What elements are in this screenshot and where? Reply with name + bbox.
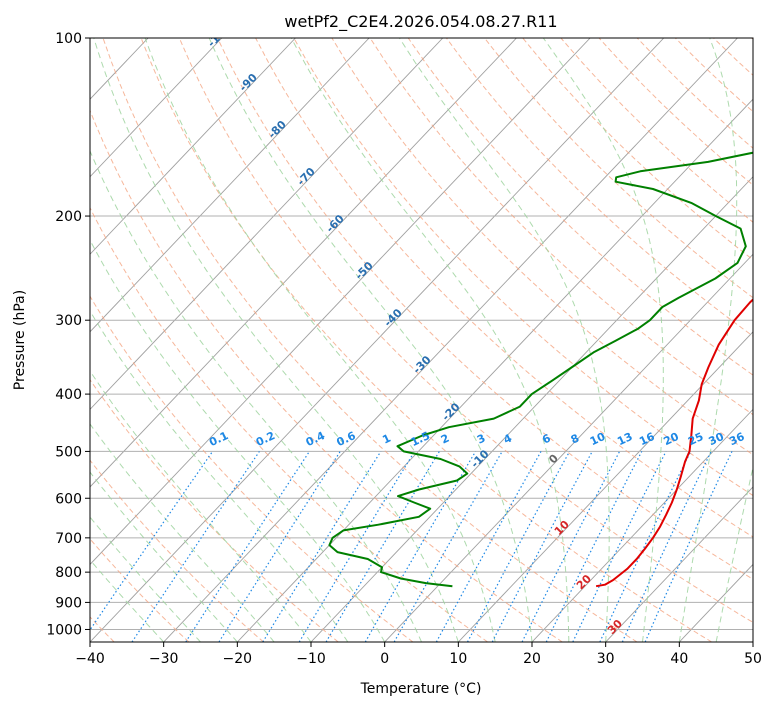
isotherm-line	[163, 38, 738, 642]
y-tick-label: 1000	[46, 622, 82, 638]
mixing-ratio-label: 25	[686, 430, 705, 448]
y-tick-label: 300	[55, 313, 82, 329]
isotherm-line	[90, 38, 444, 411]
isotherm-line	[90, 38, 517, 488]
isotherm-line	[90, 38, 370, 333]
dry-adiabat	[102, 38, 638, 642]
mixing-ratio-label: 10	[588, 430, 608, 448]
moist-adiabat	[208, 38, 533, 642]
mixing-ratio-line	[298, 451, 416, 642]
x-tick-label: −10	[296, 651, 326, 667]
x-axis: −40 −30 −20 −10 0 10 20 30 40 50	[75, 642, 762, 667]
isotherm-line	[605, 486, 753, 642]
y-tick-label: 600	[55, 491, 82, 507]
isotherm-line	[310, 176, 753, 642]
isotherm-line	[237, 98, 753, 642]
plot-area-background	[90, 38, 753, 642]
moist-adiabat	[90, 149, 422, 642]
dry-adiabat	[90, 538, 190, 642]
moist-adiabat	[144, 38, 496, 642]
mixing-ratio-line	[90, 451, 214, 632]
dry-adiabat	[90, 206, 488, 642]
moist-adiabat	[542, 38, 664, 642]
dry-adiabat	[140, 38, 712, 642]
dry-adiabat	[369, 38, 753, 416]
dewpoint-line	[328, 151, 753, 588]
x-tick-label: 50	[744, 651, 762, 667]
isotherm-line	[90, 38, 296, 255]
sounding-series	[328, 151, 753, 588]
mixing-ratio-line	[185, 451, 310, 642]
plot-frame	[89, 37, 754, 643]
y-tick-label: 500	[55, 444, 82, 460]
mixing-ratio-line	[644, 451, 733, 642]
moist-adiabat	[90, 310, 349, 642]
mixing-ratio-lines	[90, 451, 733, 642]
moist-adiabat	[93, 38, 459, 642]
isotherm-line	[90, 38, 223, 178]
isotherm-line	[90, 38, 591, 566]
isotherm-line	[531, 408, 753, 642]
mixing-ratio-label: 20	[661, 430, 681, 448]
x-tick-label: 0	[380, 651, 389, 667]
x-tick-label: 40	[670, 651, 688, 667]
mixing-ratio-line	[218, 451, 341, 642]
y-tick-label: 800	[55, 565, 82, 581]
moist-adiabat	[715, 465, 753, 642]
moist-adiabat	[678, 38, 738, 642]
chart-title: wetPf2_C2E4.2026.054.08.27.R11	[284, 12, 557, 32]
mixing-ratio-line	[262, 451, 382, 642]
y-axis-title: Pressure (hPa)	[12, 290, 28, 390]
isotherm-label: -100	[205, 21, 234, 50]
moist-adiabats	[90, 38, 753, 642]
dry-adiabat	[90, 295, 414, 642]
x-tick-label: 30	[597, 651, 615, 667]
mixing-ratio-line	[131, 451, 260, 642]
mixing-ratio-label: 13	[615, 430, 634, 448]
moist-adiabat	[90, 239, 386, 642]
dry-adiabat	[178, 38, 753, 623]
mixing-ratio-line	[466, 451, 571, 642]
y-tick-label: 700	[55, 531, 82, 547]
x-tick-label: 10	[449, 651, 467, 667]
mixing-ratio-line	[393, 451, 503, 642]
x-axis-title: Temperature (°C)	[360, 681, 482, 697]
dry-adiabat	[217, 38, 753, 580]
x-tick-label: −20	[223, 651, 253, 667]
y-tick-label: 400	[55, 387, 82, 403]
isotherm-line	[458, 331, 753, 642]
x-tick-label: 20	[523, 651, 541, 667]
mixing-ratio-label: 30	[707, 430, 727, 448]
x-tick-label: −30	[149, 651, 179, 667]
mixing-ratio-line	[435, 451, 542, 642]
dry-adiabat	[293, 38, 753, 497]
temperature-line	[595, 298, 753, 588]
mixing-ratio-label: 36	[727, 430, 747, 448]
moist-adiabat	[90, 471, 238, 642]
skewed-isotherm-grid	[90, 38, 753, 642]
x-tick-label: −40	[75, 651, 105, 667]
y-tick-label: 200	[55, 209, 82, 225]
moist-adiabat	[398, 38, 610, 642]
y-tick-label: 100	[55, 31, 82, 47]
y-tick-label: 900	[55, 595, 82, 611]
moist-adiabat	[90, 370, 312, 642]
mixing-ratio-label: 16	[637, 430, 657, 448]
dry-adiabat	[90, 459, 264, 642]
moist-adiabat	[90, 423, 275, 642]
y-axis: 1000 900 800 700 600 500 400 300 200 100	[46, 31, 90, 638]
mixing-ratio-line	[545, 451, 643, 642]
moist-adiabat	[290, 38, 570, 642]
pressure-grid	[90, 38, 753, 630]
dry-adiabat	[90, 109, 563, 642]
isotherm-line	[384, 253, 753, 642]
mixing-ratio-line	[521, 451, 621, 642]
dry-adiabat	[484, 38, 753, 299]
dry-adiabat	[407, 38, 753, 376]
